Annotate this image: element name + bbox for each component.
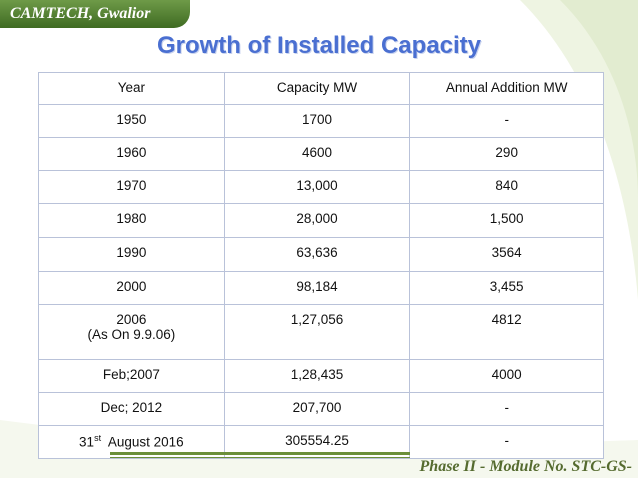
header-capacity: Capacity MW bbox=[223, 72, 411, 105]
cell-capacity: 207,700 bbox=[223, 392, 411, 426]
cell-year: 2000 bbox=[38, 271, 225, 305]
cell-year: 1980 bbox=[38, 203, 225, 238]
cell-capacity: 4600 bbox=[223, 137, 411, 171]
table-row: 2006 (As On 9.9.06) 1,27,056 4812 bbox=[38, 304, 604, 360]
cell-capacity: 1700 bbox=[223, 104, 411, 138]
cell-year-ordinal: st bbox=[94, 433, 102, 443]
cell-addition: - bbox=[409, 104, 604, 138]
cell-capacity: 1,28,435 bbox=[223, 359, 411, 393]
cell-addition: - bbox=[409, 425, 604, 459]
table-row: 1970 13,000 840 bbox=[38, 170, 604, 204]
header-year: Year bbox=[38, 72, 225, 105]
table-row: Dec; 2012 207,700 - bbox=[38, 392, 604, 426]
cell-capacity: 1,27,056 bbox=[223, 304, 411, 360]
table-row: 1960 4600 290 bbox=[38, 137, 604, 171]
cell-capacity: 13,000 bbox=[223, 170, 411, 204]
table-row: 1950 1700 - bbox=[38, 104, 604, 138]
slide-title: Growth of Installed Capacity bbox=[156, 32, 482, 59]
cell-year: 2006 (As On 9.9.06) bbox=[38, 304, 225, 360]
cell-year: 1970 bbox=[38, 170, 225, 204]
cell-capacity: 63,636 bbox=[223, 237, 411, 272]
cell-year: 1950 bbox=[38, 104, 225, 138]
footer-module-label: Phase II - Module No. STC-GS- bbox=[419, 458, 632, 475]
cell-year-note: (As On 9.9.06) bbox=[87, 327, 176, 342]
footer-divider-thin bbox=[110, 457, 410, 458]
cell-addition: 1,500 bbox=[409, 203, 604, 238]
cell-addition: 290 bbox=[409, 137, 604, 171]
cell-addition: 4000 bbox=[409, 359, 604, 393]
org-label-tab: CAMTECH, Gwalior bbox=[0, 0, 190, 28]
table-row: 1990 63,636 3564 bbox=[38, 237, 604, 272]
cell-year: Dec; 2012 bbox=[38, 392, 225, 426]
capacity-table: Year Capacity MW Annual Addition MW 1950… bbox=[38, 72, 604, 459]
cell-addition: 3,455 bbox=[409, 271, 604, 305]
header-annual-addition: Annual Addition MW bbox=[409, 72, 604, 105]
footer-divider bbox=[110, 452, 410, 455]
cell-addition: 4812 bbox=[409, 304, 604, 360]
cell-addition: 840 bbox=[409, 170, 604, 204]
table-header-row: Year Capacity MW Annual Addition MW bbox=[38, 72, 604, 105]
table-row: 2000 98,184 3,455 bbox=[38, 271, 604, 305]
cell-addition: - bbox=[409, 392, 604, 426]
cell-year-value: 2006 bbox=[116, 312, 147, 327]
cell-year: 1990 bbox=[38, 237, 225, 272]
cell-year-month: August 2016 bbox=[101, 434, 184, 450]
cell-year: Feb;2007 bbox=[38, 359, 225, 393]
org-label: CAMTECH, Gwalior bbox=[10, 5, 151, 22]
cell-capacity: 98,184 bbox=[223, 271, 411, 305]
cell-addition: 3564 bbox=[409, 237, 604, 272]
table-row: 1980 28,000 1,500 bbox=[38, 203, 604, 238]
cell-year-day: 31 bbox=[79, 434, 95, 450]
table-row: Feb;2007 1,28,435 4000 bbox=[38, 359, 604, 393]
cell-year: 1960 bbox=[38, 137, 225, 171]
cell-capacity: 28,000 bbox=[223, 203, 411, 238]
